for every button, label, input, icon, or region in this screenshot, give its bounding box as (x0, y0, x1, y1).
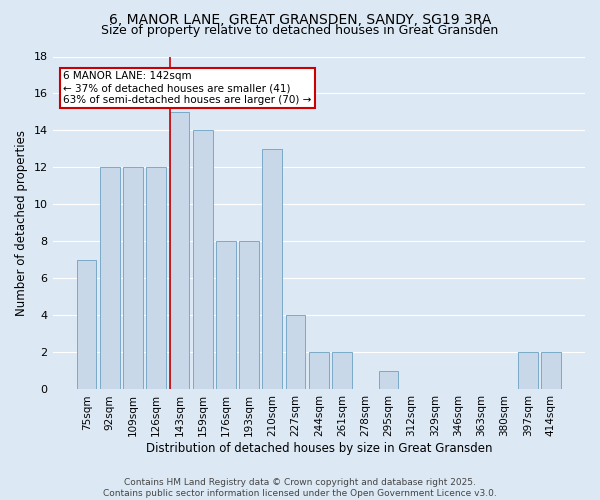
Bar (146, 168, 166, 390)
Bar (541, 352, 561, 390)
Bar (309, 352, 329, 390)
Bar (332, 352, 352, 390)
Text: 6, MANOR LANE, GREAT GRANSDEN, SANDY, SG19 3RA: 6, MANOR LANE, GREAT GRANSDEN, SANDY, SG… (109, 12, 491, 26)
Bar (216, 242, 236, 390)
Text: Size of property relative to detached houses in Great Gransden: Size of property relative to detached ho… (101, 24, 499, 37)
Text: Contains HM Land Registry data © Crown copyright and database right 2025.
Contai: Contains HM Land Registry data © Crown c… (103, 478, 497, 498)
Bar (77, 260, 97, 390)
Bar (262, 149, 282, 390)
Bar (123, 168, 143, 390)
Bar (286, 316, 305, 390)
Bar (239, 242, 259, 390)
X-axis label: Distribution of detached houses by size in Great Gransden: Distribution of detached houses by size … (146, 442, 492, 455)
Bar (170, 112, 190, 390)
Bar (518, 352, 538, 390)
Y-axis label: Number of detached properties: Number of detached properties (15, 130, 28, 316)
Bar (379, 371, 398, 390)
Text: 6 MANOR LANE: 142sqm
← 37% of detached houses are smaller (41)
63% of semi-detac: 6 MANOR LANE: 142sqm ← 37% of detached h… (63, 72, 311, 104)
Bar (193, 130, 212, 390)
Bar (100, 168, 119, 390)
